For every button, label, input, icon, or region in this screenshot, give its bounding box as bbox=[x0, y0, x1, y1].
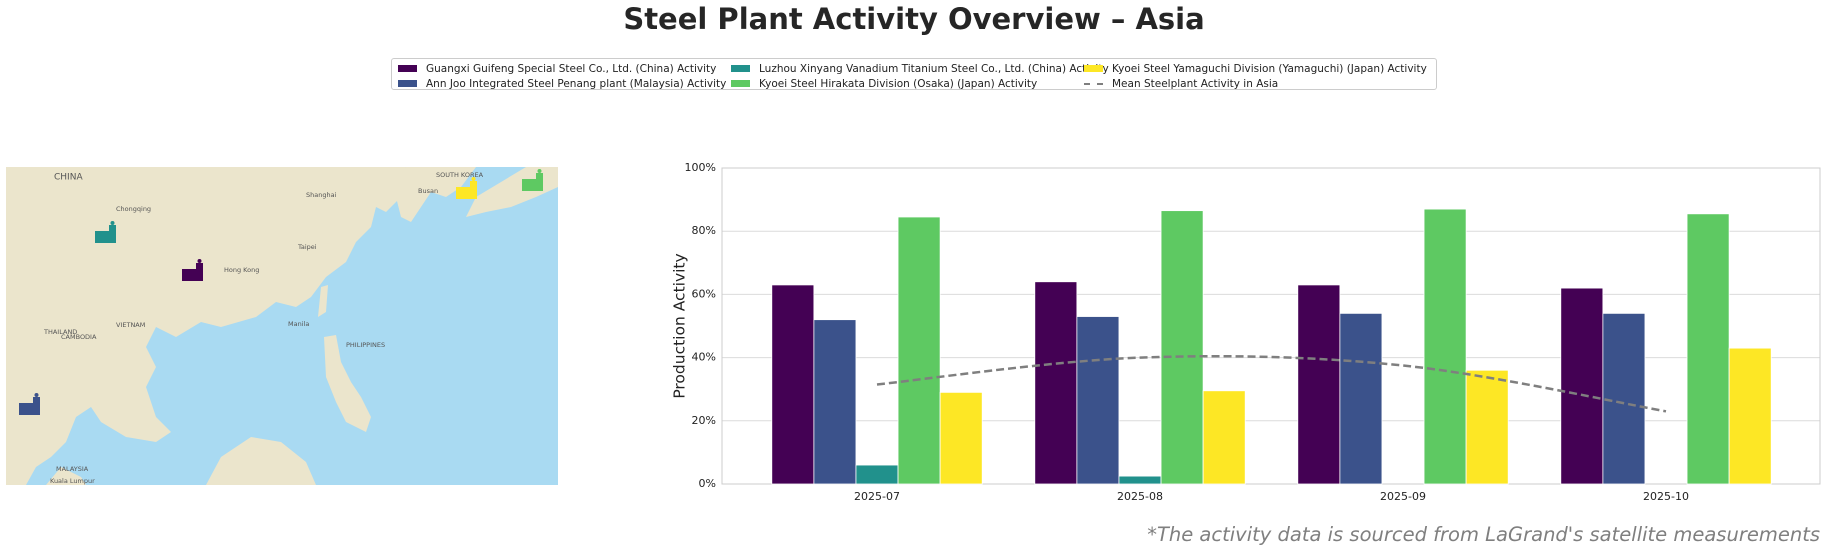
building bbox=[470, 181, 477, 199]
legend-label: Luzhou Xinyang Vanadium Titanium Steel C… bbox=[759, 62, 1109, 75]
bar bbox=[813, 319, 857, 485]
bar bbox=[1728, 347, 1772, 485]
y-tick-label: 0% bbox=[699, 477, 716, 490]
legend-label: Mean Steelplant Activity in Asia bbox=[1112, 77, 1279, 90]
building bbox=[109, 225, 116, 243]
legend-line bbox=[1084, 82, 1103, 85]
bar bbox=[1560, 287, 1604, 485]
building bbox=[95, 231, 109, 243]
y-tick-label: 40% bbox=[692, 351, 716, 364]
map-label: PHILIPPINES bbox=[346, 341, 385, 349]
chimney bbox=[471, 177, 476, 181]
legend-label: Ann Joo Integrated Steel Penang plant (M… bbox=[426, 77, 727, 90]
bar bbox=[855, 464, 899, 485]
bar bbox=[771, 284, 815, 485]
footnote: *The activity data is sourced from LaGra… bbox=[1147, 523, 1820, 546]
map: CHINA SOUTH KOREA Busan Taipei Hong Kong VIET… bbox=[6, 167, 558, 485]
map-label: SOUTH KOREA bbox=[436, 171, 484, 179]
building bbox=[196, 263, 203, 281]
plot-frame bbox=[721, 167, 1821, 485]
legend-patch bbox=[731, 65, 750, 72]
y-tick-label: 20% bbox=[692, 414, 716, 427]
chimney bbox=[34, 393, 39, 397]
legend-item: Guangxi Guifeng Special Steel Co., Ltd. … bbox=[398, 61, 731, 76]
chart-title: Steel Plant Activity Overview – Asia bbox=[623, 2, 1205, 36]
land bbox=[6, 167, 406, 485]
map-label: Shanghai bbox=[306, 191, 337, 199]
map-label: CHINA bbox=[54, 173, 83, 183]
building bbox=[536, 173, 543, 191]
legend-patch bbox=[398, 65, 417, 72]
plant-marker bbox=[19, 393, 40, 415]
bar bbox=[1423, 208, 1467, 485]
land bbox=[134, 357, 151, 382]
bar bbox=[1297, 284, 1341, 485]
legend-patch bbox=[1084, 65, 1103, 72]
plant-marker bbox=[522, 169, 543, 191]
land bbox=[318, 285, 328, 317]
land bbox=[324, 335, 371, 432]
map-label: Chongqing bbox=[116, 205, 151, 213]
land bbox=[206, 437, 316, 485]
plant-marker bbox=[456, 177, 477, 199]
building bbox=[456, 187, 470, 199]
bar bbox=[1118, 475, 1162, 485]
chart: Production Activity 0% 20% 40% 60% 80% 100% 20… bbox=[671, 161, 1821, 503]
map-label: VIETNAM bbox=[116, 321, 145, 329]
bar bbox=[1034, 281, 1078, 485]
bar bbox=[1465, 369, 1509, 485]
building bbox=[19, 403, 33, 415]
y-tick-label: 80% bbox=[692, 224, 716, 237]
x-tick-label: 2025-09 bbox=[1380, 490, 1426, 503]
legend: Guangxi Guifeng Special Steel Co., Ltd. … bbox=[391, 58, 1437, 90]
chimney bbox=[110, 221, 115, 225]
map-label: Taipei bbox=[297, 243, 317, 251]
y-tick-label: 100% bbox=[685, 161, 716, 174]
bar bbox=[939, 391, 983, 485]
plant-marker bbox=[95, 221, 116, 243]
bar bbox=[1686, 213, 1730, 485]
legend-item: Mean Steelplant Activity in Asia bbox=[1084, 76, 1424, 91]
y-axis-label: Production Activity bbox=[671, 253, 689, 398]
building bbox=[33, 397, 40, 415]
map-label: THAILAND bbox=[43, 328, 77, 336]
bar bbox=[1602, 312, 1646, 485]
legend-patch bbox=[731, 80, 750, 87]
map-label: Hong Kong bbox=[224, 266, 259, 274]
x-tick-label: 2025-10 bbox=[1643, 490, 1689, 503]
bar bbox=[1202, 390, 1246, 485]
land bbox=[46, 467, 86, 485]
chimney bbox=[197, 259, 202, 263]
bar bbox=[897, 216, 941, 485]
plant-marker bbox=[182, 259, 203, 281]
legend-item: Kyoei Steel Hirakata Division (Osaka) (J… bbox=[731, 76, 1084, 91]
building bbox=[522, 179, 536, 191]
map-label: Busan bbox=[418, 187, 438, 195]
map-label: Kuala Lumpur bbox=[50, 477, 95, 485]
x-tick-label: 2025-08 bbox=[1117, 490, 1163, 503]
legend-item: Luzhou Xinyang Vanadium Titanium Steel C… bbox=[731, 61, 1109, 76]
legend-patch bbox=[398, 80, 417, 87]
legend-label: Kyoei Steel Hirakata Division (Osaka) (J… bbox=[759, 77, 1038, 90]
map-label: CAMBODIA bbox=[61, 333, 97, 341]
bar bbox=[1160, 210, 1204, 485]
legend-label: Kyoei Steel Yamaguchi Division (Yamaguch… bbox=[1112, 62, 1427, 75]
mean-line bbox=[876, 354, 1667, 413]
legend-item: Ann Joo Integrated Steel Penang plant (M… bbox=[398, 76, 731, 91]
chimney bbox=[537, 169, 542, 173]
building bbox=[182, 269, 196, 281]
bar bbox=[1076, 316, 1120, 485]
map-label: Manila bbox=[288, 320, 309, 328]
bar bbox=[1339, 312, 1383, 485]
y-tick-label: 60% bbox=[692, 287, 716, 300]
legend-item: Kyoei Steel Yamaguchi Division (Yamaguch… bbox=[1084, 61, 1427, 76]
x-tick-label: 2025-07 bbox=[854, 490, 900, 503]
legend-label: Guangxi Guifeng Special Steel Co., Ltd. … bbox=[426, 62, 717, 75]
land bbox=[396, 167, 476, 222]
map-label: MALAYSIA bbox=[56, 465, 89, 473]
